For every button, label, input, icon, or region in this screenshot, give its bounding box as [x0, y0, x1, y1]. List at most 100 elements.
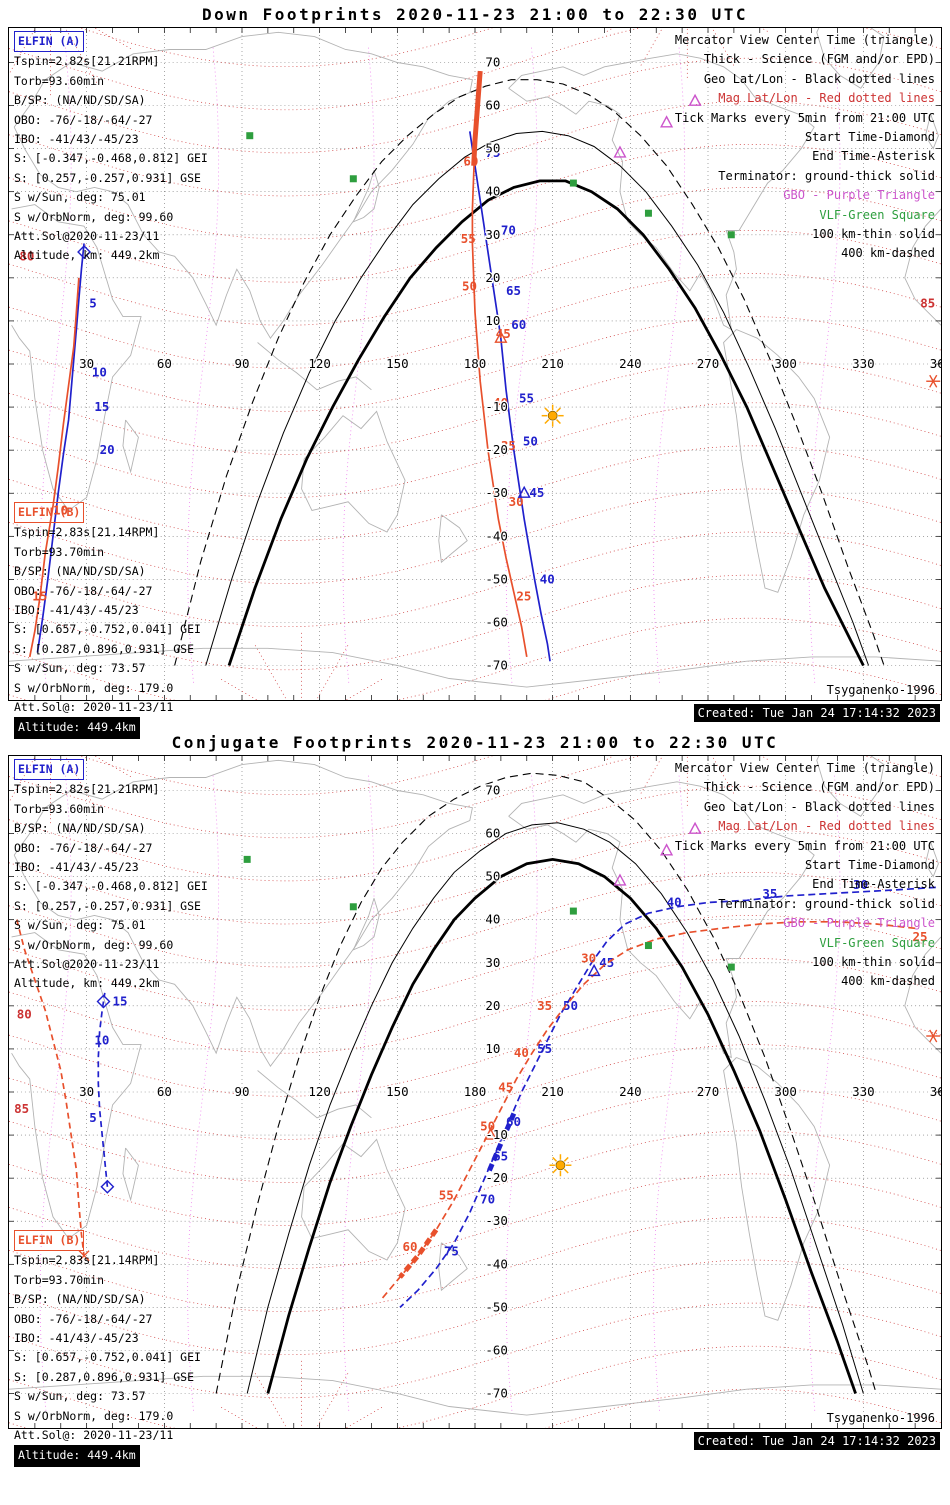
- elfin-b-conjugate-minute-label: 60: [403, 1239, 418, 1254]
- sun-ray: [544, 419, 550, 425]
- coastline: [438, 1242, 468, 1292]
- elfin-a-conjugate-early-minute-label: 10: [94, 1032, 109, 1047]
- elfin-b-conjugate-minute-label: 30: [581, 950, 596, 965]
- text-line: Geo Lat/Lon - Black dotted lines: [703, 799, 935, 814]
- text-line: Altitude, km: 449.2km: [14, 248, 160, 263]
- satellite-name: ELFIN (B): [14, 1230, 85, 1252]
- map-legend: Mercator View Center Time (triangle) Thic…: [675, 759, 935, 992]
- latitude-tick-label: -10: [485, 399, 508, 414]
- longitude-tick-label: 360: [930, 356, 941, 371]
- vlf-station-square: [569, 907, 577, 915]
- center-time-triangle: [517, 485, 531, 498]
- elfin-a-conjugate-minute-label: 40: [667, 894, 682, 909]
- text-line: B/SP: (NA/ND/SD/SA): [14, 821, 146, 836]
- elfin-a-conjugate-minute-label: 30: [853, 877, 868, 892]
- vlf-station-square: [727, 963, 735, 971]
- text-line: End Time-Asterisk: [812, 877, 935, 892]
- latitude-tick-label: -10: [485, 1127, 508, 1142]
- elfin-a-early-track: [36, 243, 85, 653]
- down-footprints-panel: Down Footprints 2020-11-23 21:00 to 22:3…: [0, 5, 950, 739]
- text-line: GBO - Purple Triangle: [783, 916, 935, 931]
- end-time-asterisk: [929, 1029, 938, 1043]
- text-line: IBO: -41/43/-45/23: [14, 860, 139, 875]
- coastline: [122, 1147, 139, 1202]
- longitude-tick-label: 330: [852, 356, 875, 371]
- elfin-a-main-minute-label: 75: [485, 145, 500, 160]
- vlf-station-square: [644, 942, 652, 950]
- vlf-station-square: [246, 132, 254, 140]
- mag-lon-gridline: [39, 45, 72, 683]
- text-line: IBO: -41/43/-45/23: [14, 132, 139, 147]
- text-line: Altitude, km: 449.2km: [14, 976, 160, 991]
- longitude-tick-label: 60: [157, 356, 172, 371]
- elfin-b-main-minute-label: 40: [493, 395, 508, 410]
- terminator-400km: [174, 79, 885, 666]
- sun-symbol: [547, 410, 558, 421]
- elfin-b-main-minute-label: 50: [462, 278, 477, 293]
- longitude-tick-label: 300: [774, 1084, 797, 1099]
- mag-lat-label: 85: [14, 1101, 29, 1116]
- longitude-tick-label: 180: [464, 1084, 487, 1099]
- longitude-tick-label: 180: [464, 356, 487, 371]
- longitude-tick-label: 240: [619, 356, 642, 371]
- latitude-tick-label: -50: [485, 1299, 508, 1314]
- sun-ray: [563, 1168, 569, 1174]
- center-time-triangle: [660, 115, 674, 128]
- longitude-tick-label: 90: [235, 1084, 250, 1099]
- text-line: IBO: -41/43/-45/23: [14, 1331, 139, 1346]
- text-line: VLF-Green Square: [819, 935, 935, 950]
- longitude-tick-label: 210: [541, 1084, 564, 1099]
- text-line: OBO: -76/-18/-64/-27: [14, 1311, 153, 1326]
- latitude-tick-label: -20: [485, 442, 508, 457]
- latitude-tick-label: 10: [485, 313, 500, 328]
- latitude-tick-label: 30: [485, 227, 500, 242]
- coastline: [352, 170, 380, 223]
- text-line: Terminator: ground-thick solid: [718, 168, 935, 183]
- elfin-a-early-minute-label: 10: [92, 365, 107, 380]
- longitude-tick-label: 120: [308, 356, 331, 371]
- elfin-b-main-minute-label: 45: [496, 326, 511, 341]
- latitude-tick-label: 40: [485, 912, 500, 927]
- latitude-tick-label: -70: [485, 658, 508, 673]
- text-line: S w/Sun, deg: 75.01: [14, 918, 146, 933]
- mag-pole-fan-ray: [253, 643, 288, 700]
- longitude-tick-label: 60: [157, 1084, 172, 1099]
- sun-ray: [556, 407, 561, 413]
- longitude-tick-label: 30: [79, 356, 94, 371]
- panel-title: Down Footprints 2020-11-23 21:00 to 22:3…: [202, 5, 748, 24]
- text-line: Start Time-Diamond: [804, 130, 935, 145]
- longitude-tick-label: 330: [852, 1084, 875, 1099]
- latitude-tick-label: -70: [485, 1386, 508, 1401]
- text-line: End Time-Asterisk: [812, 149, 935, 164]
- text-line: OBO: -76/-18/-64/-27: [14, 583, 153, 598]
- mag-pole-fan-ray: [253, 1371, 288, 1428]
- vlf-station-square: [243, 855, 251, 863]
- elfin-b-main-track: [471, 71, 528, 658]
- longitude-tick-label: 270: [697, 356, 720, 371]
- x-marker: [78, 1250, 90, 1262]
- text-line: S w/OrbNorm, deg: 99.60: [14, 209, 174, 224]
- latitude-tick-label: 20: [485, 270, 500, 285]
- mag-lon-gridline: [39, 773, 72, 1411]
- map-frame: 75 70 65 60 55 50 45 40 5 10 15 20 60 55 50 45 40 35 30 25 1…: [8, 27, 942, 739]
- model-credit-label: Tsyganenko-1996: [826, 683, 935, 697]
- elfin-a-early-minute-label: 20: [100, 442, 115, 457]
- center-time-triangle: [688, 93, 702, 106]
- coastline: [257, 342, 372, 391]
- mag-lat-label: 80: [19, 248, 34, 263]
- mag-lon-gridline: [342, 773, 375, 1411]
- text-line: Tspin=2.82s[21.21RPM]: [14, 782, 160, 797]
- elfin-a-conjugate-minute-label: 60: [506, 1114, 521, 1129]
- vlf-station-square: [349, 175, 357, 183]
- elfin-b-early-track: [28, 277, 80, 658]
- text-line: Torb=93.70min: [14, 1272, 105, 1287]
- elfin-a-main-minute-label: 45: [529, 485, 544, 500]
- text-line: IBO: -41/43/-45/23: [14, 603, 139, 618]
- latitude-tick-label: -60: [485, 1342, 508, 1357]
- longitude-tick-label: 300: [774, 356, 797, 371]
- text-line: Att.Sol@: 2020-11-23/11: [14, 700, 174, 715]
- coastline: [11, 932, 142, 1240]
- elfin-a-main-minute-label: 60: [511, 317, 526, 332]
- elfin-a-conjugate-early-minute-label: 5: [89, 1110, 97, 1125]
- coastline: [13, 759, 473, 1068]
